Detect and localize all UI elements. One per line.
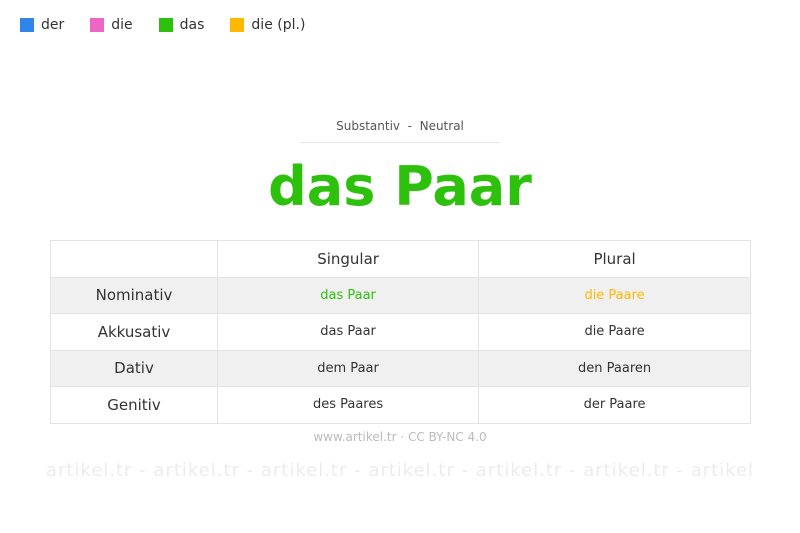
singular-cell: das Paar: [216, 276, 480, 314]
singular-cell: das Paar: [216, 313, 480, 351]
case-label: Genitiv: [50, 386, 218, 424]
header-cell: [50, 240, 218, 278]
swatch-die-icon: [90, 18, 105, 32]
plural-cell: die Paare: [478, 313, 751, 351]
legend-das: das: [158, 17, 205, 33]
legend-der: der: [20, 17, 64, 33]
header-plural: Plural: [478, 240, 751, 278]
plural-cell: die Paare: [478, 276, 751, 314]
legend-label: das: [179, 17, 205, 33]
legend-die: die: [90, 17, 133, 33]
watermark: artikel.tr - artikel.tr - artikel.tr - a…: [45, 460, 755, 481]
case-label: Akkusativ: [50, 313, 218, 351]
table-header: Singular Plural: [50, 240, 751, 278]
page-title: das Paar: [268, 155, 532, 218]
swatch-plural-icon: [230, 18, 245, 32]
singular-cell: des Paares: [216, 386, 480, 424]
declension-table: Singular Plural Nominativ das Paar die Paar…: [50, 240, 751, 424]
legend: der die das die (pl.): [20, 17, 331, 33]
table-row: Genitiv des Paares der Paare: [50, 386, 751, 424]
footer-credit: www.artikel.tr · CC BY-NC 4.0: [313, 430, 487, 444]
legend-label: der: [41, 17, 65, 33]
legend-label: die (pl.): [251, 17, 306, 33]
table-row: Nominativ das Paar die Paare: [50, 276, 751, 314]
swatch-das-icon: [158, 18, 173, 32]
legend-plural: die (pl.): [230, 17, 305, 33]
case-label: Nominativ: [50, 276, 218, 314]
subtitle: Substantiv - Neutral: [300, 119, 500, 143]
swatch-der-icon: [20, 18, 34, 32]
plural-cell: der Paare: [478, 386, 751, 424]
case-label: Dativ: [50, 349, 218, 387]
legend-label: die: [111, 17, 133, 33]
plural-cell: den Paaren: [478, 349, 751, 387]
header-singular: Singular: [216, 240, 480, 278]
table-row: Akkusativ das Paar die Paare: [50, 313, 751, 351]
singular-cell: dem Paar: [216, 349, 480, 387]
table-row: Dativ dem Paar den Paaren: [50, 349, 751, 387]
